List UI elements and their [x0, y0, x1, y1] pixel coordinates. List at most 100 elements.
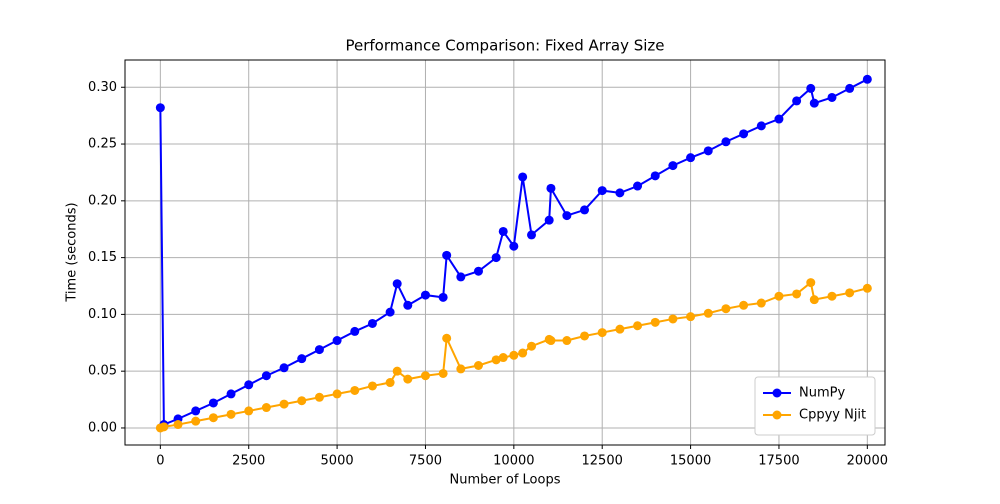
- x-tick-label: 7500: [409, 454, 442, 469]
- y-tick-label: 0.10: [88, 307, 117, 322]
- data-point: [597, 186, 607, 196]
- data-point: [385, 307, 395, 317]
- data-point: [403, 300, 413, 310]
- legend-marker: [772, 388, 782, 398]
- data-point: [668, 161, 678, 171]
- data-point: [518, 172, 528, 182]
- y-tick-label: 0.15: [88, 250, 117, 265]
- data-point: [615, 188, 625, 198]
- data-point: [332, 336, 342, 346]
- data-point: [546, 336, 556, 346]
- data-point: [721, 304, 731, 314]
- data-point: [155, 103, 165, 113]
- data-point: [456, 364, 466, 374]
- data-point: [332, 389, 342, 399]
- data-point: [806, 278, 816, 288]
- data-point: [191, 416, 201, 426]
- data-point: [191, 406, 201, 416]
- data-point: [456, 272, 466, 282]
- data-point: [633, 321, 643, 331]
- data-point: [721, 137, 731, 147]
- data-point: [650, 171, 660, 181]
- data-point: [438, 292, 448, 302]
- data-point: [527, 230, 537, 240]
- data-point: [261, 403, 271, 413]
- data-point: [774, 291, 784, 301]
- data-point: [527, 341, 537, 351]
- y-axis-label: Time (seconds): [65, 202, 80, 302]
- data-point: [159, 422, 169, 432]
- data-point: [244, 380, 254, 390]
- data-point: [615, 324, 625, 334]
- legend-marker: [772, 410, 782, 420]
- y-tick-label: 0.30: [88, 80, 117, 95]
- data-point: [420, 371, 430, 381]
- data-point: [686, 153, 696, 163]
- data-point: [845, 288, 855, 298]
- data-point: [756, 121, 766, 131]
- data-point: [580, 205, 590, 215]
- legend-box: [754, 376, 876, 436]
- data-point: [806, 83, 816, 93]
- data-point: [350, 326, 360, 336]
- data-point: [367, 381, 377, 391]
- plot-frame: [124, 59, 886, 446]
- data-point: [597, 328, 607, 338]
- data-point: [208, 398, 218, 408]
- data-point: [792, 96, 802, 106]
- x-axis-label: Number of Loops: [450, 473, 561, 488]
- data-point: [226, 409, 236, 419]
- data-point: [403, 374, 413, 384]
- data-point: [827, 92, 837, 102]
- data-point: [385, 378, 395, 388]
- data-point: [261, 371, 271, 381]
- data-point: [686, 312, 696, 322]
- data-point: [509, 241, 519, 251]
- data-point: [392, 279, 402, 289]
- data-point: [279, 399, 289, 409]
- data-point: [498, 353, 508, 363]
- legend-label: NumPy: [799, 386, 845, 401]
- data-point: [739, 129, 749, 139]
- data-point: [562, 211, 572, 221]
- data-point: [297, 354, 307, 364]
- data-point: [862, 283, 872, 293]
- data-point: [792, 289, 802, 299]
- x-tick-label: 12500: [582, 454, 623, 469]
- data-point: [845, 83, 855, 93]
- data-point: [650, 317, 660, 327]
- data-point: [562, 336, 572, 346]
- data-point: [633, 181, 643, 191]
- data-point: [809, 295, 819, 305]
- data-point: [546, 183, 556, 193]
- data-point: [544, 215, 554, 225]
- x-tick-label: 2500: [232, 454, 265, 469]
- data-point: [392, 366, 402, 376]
- data-point: [809, 98, 819, 108]
- x-tick-label: 5000: [321, 454, 354, 469]
- data-point: [498, 226, 508, 236]
- x-tick-label: 0: [156, 454, 164, 469]
- data-point: [279, 363, 289, 373]
- data-point: [668, 314, 678, 324]
- data-point: [442, 250, 452, 260]
- data-point: [297, 396, 307, 406]
- y-tick-label: 0.25: [88, 137, 117, 152]
- data-point: [314, 392, 324, 402]
- data-point: [438, 368, 448, 378]
- chart-title: Performance Comparison: Fixed Array Size: [345, 37, 664, 55]
- x-tick-label: 10000: [493, 454, 534, 469]
- data-point: [473, 361, 483, 371]
- data-point: [208, 413, 218, 423]
- data-point: [173, 420, 183, 430]
- data-point: [774, 114, 784, 124]
- data-point: [350, 385, 360, 395]
- data-point: [442, 333, 452, 343]
- data-point: [226, 389, 236, 399]
- data-point: [314, 345, 324, 355]
- data-point: [420, 290, 430, 300]
- data-point: [244, 406, 254, 416]
- data-point: [862, 74, 872, 84]
- data-point: [739, 300, 749, 310]
